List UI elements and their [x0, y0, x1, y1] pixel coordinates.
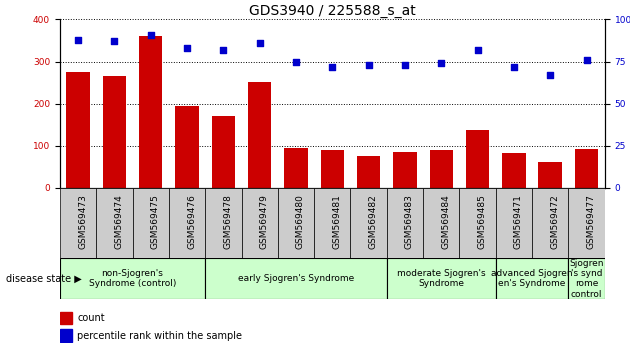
Text: GSM569478: GSM569478	[223, 194, 232, 249]
Bar	[532, 188, 568, 258]
Bar	[212, 116, 235, 188]
Text: GSM569472: GSM569472	[551, 194, 559, 249]
Point	[218, 47, 228, 53]
Point	[545, 72, 556, 78]
Text: GSM569475: GSM569475	[151, 194, 159, 249]
Point	[472, 47, 483, 53]
Bar	[205, 188, 241, 258]
Point	[291, 59, 301, 64]
Text: non-Sjogren's
Syndrome (control): non-Sjogren's Syndrome (control)	[89, 269, 176, 289]
Bar	[568, 188, 605, 258]
Text: percentile rank within the sample: percentile rank within the sample	[77, 331, 242, 341]
Point	[364, 62, 374, 68]
Bar	[387, 188, 423, 258]
Bar	[132, 188, 169, 258]
Bar	[60, 258, 205, 299]
Bar	[169, 188, 205, 258]
Point	[400, 62, 410, 68]
Text: GSM569481: GSM569481	[333, 194, 341, 249]
Text: GSM569480: GSM569480	[296, 194, 305, 249]
Text: GSM569471: GSM569471	[514, 194, 523, 249]
Bar	[60, 329, 72, 342]
Bar	[96, 188, 132, 258]
Text: early Sjogren's Syndrome: early Sjogren's Syndrome	[238, 274, 354, 283]
Bar	[568, 258, 605, 299]
Point	[146, 32, 156, 38]
Bar	[393, 152, 417, 188]
Point	[182, 45, 192, 51]
Text: GSM569477: GSM569477	[587, 194, 595, 249]
Point	[436, 61, 446, 66]
Bar	[175, 105, 199, 188]
Point	[73, 37, 83, 42]
Bar	[496, 188, 532, 258]
Bar	[284, 148, 308, 188]
Bar	[496, 258, 568, 299]
Text: disease state ▶: disease state ▶	[6, 274, 82, 284]
Bar	[314, 188, 350, 258]
Point	[110, 39, 120, 44]
Bar	[278, 188, 314, 258]
Text: GSM569479: GSM569479	[260, 194, 268, 249]
Bar	[66, 72, 90, 188]
Text: Sjogren
's synd
rome
control: Sjogren 's synd rome control	[570, 259, 604, 299]
Bar	[139, 36, 163, 188]
Bar	[539, 161, 562, 188]
Bar	[430, 150, 453, 188]
Bar	[502, 153, 526, 188]
Bar	[350, 188, 387, 258]
Bar	[60, 188, 96, 258]
Bar	[466, 130, 490, 188]
Text: count: count	[77, 313, 105, 323]
Text: GSM569473: GSM569473	[78, 194, 87, 249]
Point	[328, 64, 338, 69]
Bar	[387, 258, 496, 299]
Bar	[248, 82, 272, 188]
Point	[581, 57, 592, 63]
Bar	[423, 188, 459, 258]
Bar	[205, 258, 387, 299]
Text: GSM569485: GSM569485	[478, 194, 486, 249]
Text: moderate Sjogren's
Syndrome: moderate Sjogren's Syndrome	[397, 269, 486, 289]
Bar	[60, 312, 72, 324]
Text: GSM569474: GSM569474	[115, 194, 123, 249]
Bar	[575, 149, 598, 188]
Title: GDS3940 / 225588_s_at: GDS3940 / 225588_s_at	[249, 5, 416, 18]
Text: GSM569476: GSM569476	[187, 194, 196, 249]
Text: GSM569483: GSM569483	[405, 194, 414, 249]
Bar	[103, 76, 126, 188]
Bar	[321, 150, 344, 188]
Bar	[357, 156, 381, 188]
Text: advanced Sjogren
en's Syndrome: advanced Sjogren en's Syndrome	[491, 269, 573, 289]
Point	[509, 64, 519, 69]
Text: GSM569484: GSM569484	[441, 194, 450, 249]
Point	[255, 40, 265, 46]
Bar	[459, 188, 496, 258]
Text: GSM569482: GSM569482	[369, 194, 377, 249]
Bar	[241, 188, 278, 258]
